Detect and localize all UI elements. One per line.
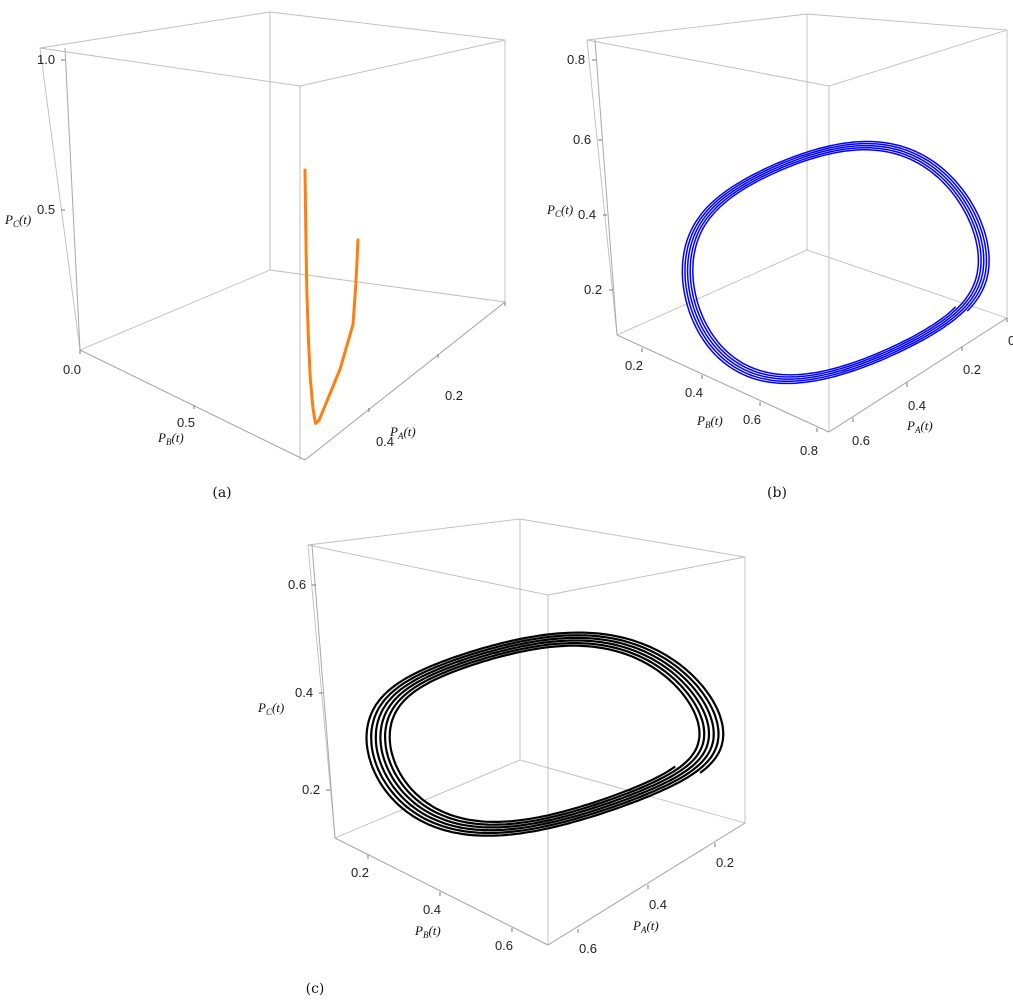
z-tick-label: 0.6: [288, 577, 306, 592]
x-tick-label: 0.0: [1008, 333, 1013, 348]
axis-lines: [594, 39, 1008, 433]
y-axis-label: PB(t): [696, 413, 723, 430]
caption-b: (b): [767, 485, 787, 501]
y-axis-label: PB(t): [157, 430, 184, 447]
z-axis-label: PC(t): [257, 700, 284, 717]
caption-c: (c): [306, 981, 325, 997]
chart-panel-b: 0.0 0.2 0.4 0.6 0.2 0.4 0.6 0.8 0.2 0.4 0.6 0.8 PC(…: [546, 13, 1013, 501]
x-tick-label: 0.2: [963, 362, 981, 377]
svg-text:PB(t): PB(t): [696, 413, 723, 430]
chart-panel-a: 0.00.20.40.00.50.51.0 PC(t) PB(t) PA(t) …: [4, 11, 506, 501]
svg-text:PC(t): PC(t): [257, 700, 284, 717]
svg-text:PA(t): PA(t): [632, 918, 659, 935]
trajectory-curve-b: [681, 140, 990, 385]
x-axis-label: PA(t): [632, 918, 659, 935]
z-tick-label: 0.4: [578, 207, 596, 222]
y-tick-label: 0.4: [423, 902, 441, 917]
x-tick-label: 0.2: [445, 388, 463, 403]
y-tick-label: 0.4: [685, 385, 703, 400]
y-axis-label: PB(t): [414, 923, 441, 940]
z-axis-label: PC(t): [4, 212, 31, 229]
axis-lines: [311, 544, 746, 946]
svg-text:PC(t): PC(t): [546, 202, 573, 219]
chart-panel-c: 0.20.40.60.20.40.60.20.40.6 PC(t) PB(t) …: [257, 518, 746, 997]
x-axis-label: PA(t): [906, 418, 933, 435]
y-tick-label: 0.0: [63, 362, 81, 377]
x-tick-label: 0.4: [649, 897, 667, 912]
bounding-box: [39, 11, 506, 461]
y-tick-label: 0.2: [625, 358, 643, 373]
z-tick-label: 0.4: [295, 685, 313, 700]
z-tick-label: 0.8: [567, 52, 585, 67]
x-tick-label: 0.6: [579, 941, 597, 956]
y-tick-label: 0.2: [351, 865, 369, 880]
x-tick-label: 0.4: [908, 398, 926, 413]
x-tick-label: 0.6: [852, 433, 870, 448]
x-axis-label: PA(t): [389, 424, 416, 441]
z-tick-label: 1.0: [37, 52, 55, 67]
bounding-box: [307, 518, 746, 946]
svg-text:PB(t): PB(t): [414, 923, 441, 940]
z-tick-label: 0.2: [302, 782, 320, 797]
bounding-box: [586, 13, 1008, 433]
trajectory-curve-c: [365, 631, 725, 837]
y-tick-label: 0.8: [800, 443, 818, 458]
svg-text:PC(t): PC(t): [4, 212, 31, 229]
x-tick-label: 0.4: [376, 434, 394, 449]
y-tick-label: 0.6: [743, 412, 761, 427]
z-axis-label: PC(t): [546, 202, 573, 219]
y-tick-label: 0.5: [177, 415, 195, 430]
z-tick-label: 0.5: [37, 202, 55, 217]
caption-a: (a): [212, 485, 231, 501]
x-tick-label: 0.2: [716, 855, 734, 870]
z-tick-label: 0.6: [573, 132, 591, 147]
axis-lines: [64, 47, 506, 461]
trajectory-curve-a: [303, 168, 360, 425]
svg-text:PA(t): PA(t): [906, 418, 933, 435]
z-tick-label: 0.2: [584, 282, 602, 297]
y-tick-label: 0.6: [495, 938, 513, 953]
svg-text:PB(t): PB(t): [157, 430, 184, 447]
svg-text:PA(t): PA(t): [389, 424, 416, 441]
